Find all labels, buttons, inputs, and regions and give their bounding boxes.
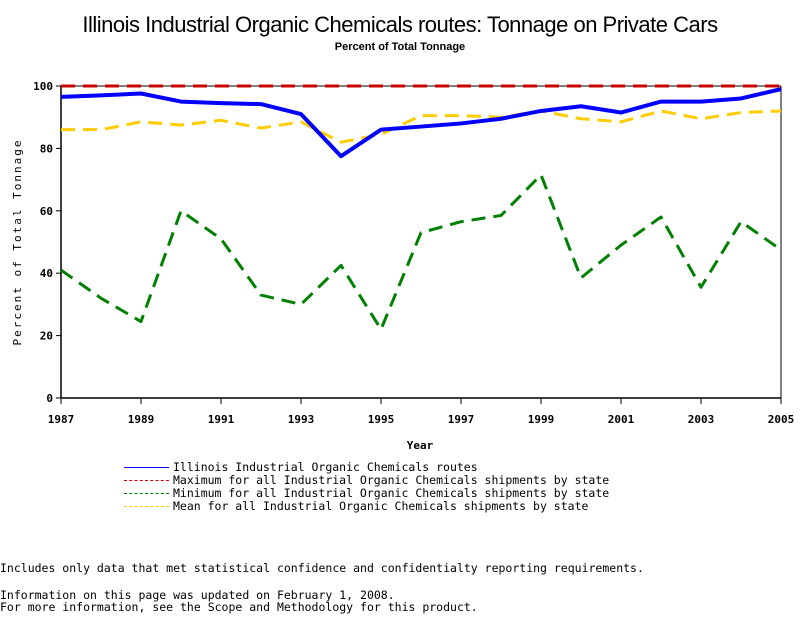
y-axis-label: Percent of Total Tonnage <box>11 139 24 346</box>
x-tick-label: 1999 <box>528 413 555 426</box>
x-tick-label: 1995 <box>368 413 395 426</box>
x-tick-label: 1993 <box>288 413 315 426</box>
x-axis-label: Year <box>407 439 434 452</box>
footnote-line: For more information, see the Scope and … <box>0 601 644 614</box>
legend-swatch-icon <box>124 480 169 481</box>
x-tick-label: 1989 <box>128 413 155 426</box>
x-tick-label: 2005 <box>768 413 795 426</box>
x-tick-label: 1987 <box>48 413 75 426</box>
legend-item: Mean for all Industrial Organic Chemical… <box>124 500 609 513</box>
x-tick-label: 2001 <box>608 413 635 426</box>
series-line-0 <box>61 89 781 156</box>
legend-swatch-icon <box>124 467 169 468</box>
series-lines <box>61 86 781 330</box>
x-tick-label: 1997 <box>448 413 475 426</box>
legend: Illinois Industrial Organic Chemicals ro… <box>124 461 609 513</box>
series-line-2 <box>61 175 781 329</box>
x-tick-label: 2003 <box>688 413 715 426</box>
y-tick-label: 60 <box>40 205 53 218</box>
footnote-line: Includes only data that met statistical … <box>0 562 644 575</box>
y-tick-label: 20 <box>40 330 53 343</box>
legend-label: Mean for all Industrial Organic Chemical… <box>173 500 588 513</box>
x-tick-label: 1991 <box>208 413 235 426</box>
y-tick-label: 40 <box>40 267 53 280</box>
y-tick-label: 100 <box>33 80 53 93</box>
legend-swatch-icon <box>124 506 169 507</box>
y-tick-label: 80 <box>40 142 53 155</box>
legend-swatch-icon <box>124 493 169 494</box>
y-tick-label: 0 <box>46 392 53 405</box>
footnotes: Includes only data that met statistical … <box>0 536 644 627</box>
line-chart: 0 20 40 60 80 100 1987 1989 1991 1993 1995 1997 1999… <box>0 0 800 460</box>
